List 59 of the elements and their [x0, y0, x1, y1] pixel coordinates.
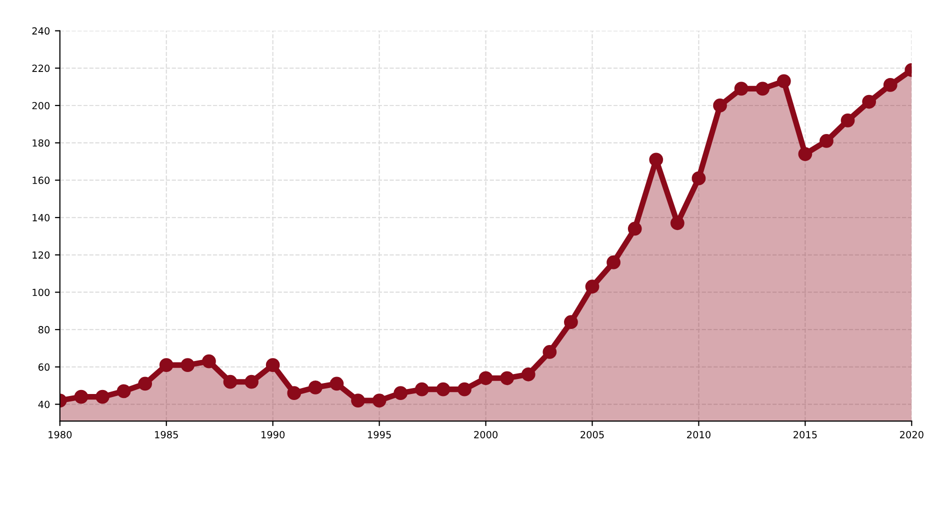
point: [287, 386, 302, 400]
point: [798, 147, 812, 161]
point: [138, 376, 152, 391]
y-tick-label: 120: [32, 251, 50, 259]
point: [628, 222, 642, 236]
point: [521, 367, 536, 382]
point: [478, 371, 493, 386]
y-tick-label: 220: [32, 64, 50, 72]
point: [266, 358, 280, 372]
y-tick-label: 60: [38, 363, 50, 371]
point: [244, 374, 258, 389]
x-tick-label: 2020: [900, 430, 924, 438]
y-tick-label: 200: [32, 102, 50, 110]
point: [394, 386, 408, 400]
point: [585, 280, 600, 294]
point: [180, 358, 195, 372]
point: [159, 358, 174, 372]
point: [670, 216, 684, 230]
point: [372, 394, 386, 408]
point: [756, 82, 770, 96]
point: [74, 390, 88, 404]
point: [351, 394, 365, 408]
y-tick-label: 40: [38, 400, 50, 408]
y-tick-label: 140: [32, 214, 50, 222]
point: [542, 345, 557, 359]
point: [820, 134, 834, 148]
point: [436, 382, 450, 396]
point: [862, 94, 876, 109]
x-tick-label: 1995: [368, 430, 391, 438]
point: [734, 82, 748, 96]
x-tick-label: 1980: [48, 430, 72, 438]
y-tick-label: 80: [38, 326, 50, 334]
x-tick-label: 1985: [155, 430, 178, 438]
point: [713, 98, 727, 112]
point: [414, 382, 429, 396]
point: [500, 371, 514, 386]
point: [606, 255, 620, 270]
point: [96, 390, 110, 404]
point: [330, 376, 344, 391]
x-tick-label: 1990: [262, 430, 285, 438]
y-tick-label: 180: [32, 139, 50, 147]
point: [116, 384, 131, 398]
y-tick-label: 240: [32, 27, 50, 35]
point: [840, 113, 855, 128]
y-tick-label: 100: [32, 288, 50, 296]
point: [883, 78, 898, 92]
point: [223, 374, 238, 389]
point: [776, 74, 791, 88]
y-tick-label: 160: [32, 176, 50, 184]
x-tick-label: 2000: [474, 430, 498, 438]
point: [649, 152, 664, 167]
point: [692, 171, 706, 186]
point: [564, 315, 578, 330]
x-tick-label: 2010: [687, 430, 710, 438]
point: [458, 382, 472, 396]
x-tick-label: 2015: [794, 430, 817, 438]
point: [202, 354, 216, 368]
point: [308, 380, 322, 394]
x-tick-label: 2005: [580, 430, 604, 438]
